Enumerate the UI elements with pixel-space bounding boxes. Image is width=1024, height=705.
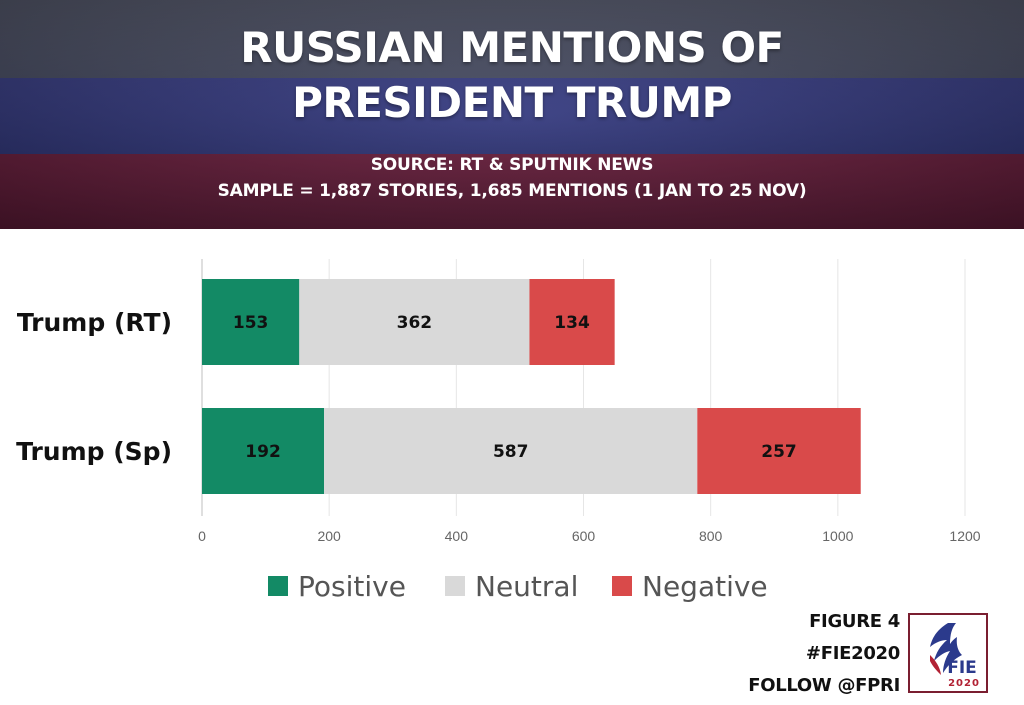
fie-logo: FIE 2020 [908, 613, 988, 693]
bar-segment-positive [202, 279, 300, 365]
bar-segment-positive [202, 408, 325, 494]
bar-segment-negative [529, 279, 615, 365]
banner-vignette [0, 0, 1024, 229]
fie-logo-graphic: FIE 2020 [930, 623, 980, 689]
banner-band-bottom [0, 154, 1024, 229]
legend: Positive Neutral Negative [0, 566, 1024, 606]
bar-segment-neutral [324, 408, 698, 494]
hashtag: #FIE2020 [805, 643, 900, 664]
logo-text: FIE [947, 658, 977, 678]
bar-segment-negative [697, 408, 861, 494]
chart-title-line2: PRESIDENT TRUMP [292, 78, 732, 127]
figure-number: FIGURE 4 [809, 611, 900, 632]
legend-label-positive: Positive [298, 569, 406, 603]
legend-swatch-neutral [445, 576, 465, 596]
banner-band-middle [0, 78, 1024, 154]
legend-swatch-negative [612, 576, 632, 596]
data-label: 134 [554, 313, 590, 333]
legend-label-neutral: Neutral [475, 569, 579, 603]
x-tick-label: 0 [198, 528, 206, 544]
chart-title-line1: RUSSIAN MENTIONS OF [240, 23, 784, 72]
x-tick-label: 800 [699, 528, 723, 544]
category-label: Trump (Sp) [16, 437, 172, 466]
legend-item-neutral: Neutral [445, 566, 578, 606]
x-tick-label: 200 [317, 528, 341, 544]
x-tick-label: 1200 [949, 528, 980, 544]
legend-item-negative: Negative [612, 566, 768, 606]
data-label: 257 [761, 442, 797, 462]
data-label: 362 [397, 313, 433, 333]
category-labels: Trump (RT) Trump (Sp) [16, 308, 172, 466]
source-note: SOURCE: RT & SPUTNIK NEWS [370, 155, 654, 175]
x-tick-label: 400 [445, 528, 469, 544]
eagle-icon [930, 623, 962, 673]
category-label: Trump (RT) [17, 308, 172, 337]
sample-note: SAMPLE = 1,887 STORIES, 1,685 MENTIONS (… [217, 181, 807, 201]
banner-band-top [0, 0, 1024, 78]
legend-label-negative: Negative [642, 569, 768, 603]
data-label: 153 [233, 313, 269, 333]
header-banner: RUSSIAN MENTIONS OF PRESIDENT TRUMP SOUR… [0, 0, 1024, 229]
x-tick-label: 1000 [822, 528, 853, 544]
logo-year: 2020 [948, 678, 980, 689]
eagle-wing-accent [930, 655, 941, 675]
bars: 153 362 134 192 587 257 [202, 279, 861, 494]
data-label: 587 [493, 442, 529, 462]
legend-swatch-positive [268, 576, 288, 596]
legend-item-positive: Positive [268, 566, 406, 606]
x-tick-label: 600 [572, 528, 596, 544]
bar-segment-neutral [299, 279, 530, 365]
follow-handle: FOLLOW @FPRI [748, 675, 900, 696]
data-label: 192 [245, 442, 281, 462]
x-axis-ticks: 0 200 400 600 800 1000 1200 [198, 528, 981, 544]
